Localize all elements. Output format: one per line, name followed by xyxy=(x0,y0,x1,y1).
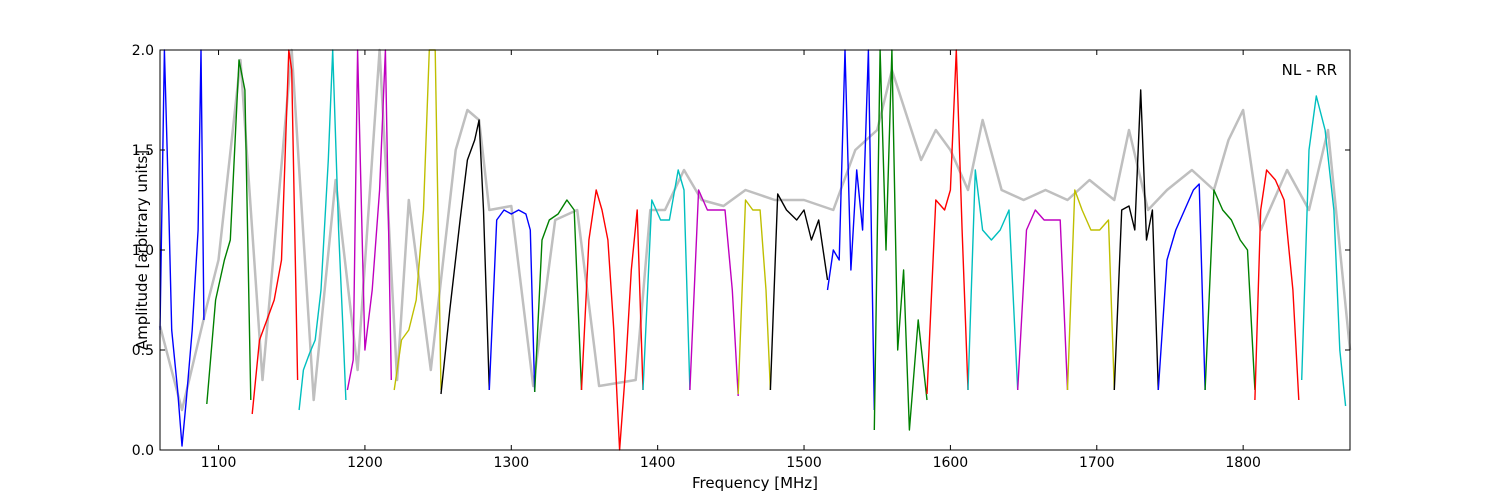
series-line-13 xyxy=(737,199,772,395)
x-tick-label: 1200 xyxy=(347,455,383,471)
series-line-5 xyxy=(346,49,392,391)
series-line-17 xyxy=(926,49,969,395)
y-tick-label: 0.0 xyxy=(132,443,154,459)
series-line-2 xyxy=(206,59,252,405)
series-line-25 xyxy=(1301,95,1347,407)
series-line-9 xyxy=(534,199,583,393)
series-line-21 xyxy=(1113,89,1159,391)
y-tick-label: 1.5 xyxy=(132,143,154,159)
x-tick-label: 1100 xyxy=(201,455,237,471)
series-line-19 xyxy=(1017,209,1069,391)
x-axis-label: Frequency [MHz] xyxy=(692,474,818,492)
series-line-14 xyxy=(769,193,829,391)
series-line-18 xyxy=(967,169,1019,391)
series-line-16 xyxy=(873,49,928,431)
data-layer xyxy=(158,48,1352,451)
x-tick-label: 1800 xyxy=(1225,455,1261,471)
series-line-3 xyxy=(251,49,299,415)
y-tick-label: 2.0 xyxy=(132,43,154,59)
y-tick-label: 0.5 xyxy=(132,343,154,359)
x-tick-label: 1700 xyxy=(1079,455,1115,471)
y-tick-label: 1.0 xyxy=(132,243,154,259)
series-line-8 xyxy=(488,209,536,393)
x-tick-label: 1600 xyxy=(933,455,969,471)
series-line-4 xyxy=(298,49,347,411)
series-line-12 xyxy=(689,189,739,397)
series-line-11 xyxy=(642,169,691,391)
series-line-1 xyxy=(159,49,205,447)
series-line-23 xyxy=(1204,189,1256,391)
series-line-10 xyxy=(580,189,644,451)
series-line-20 xyxy=(1066,189,1115,391)
y-axis-ticks: 0.0 0.5 1.0 1.5 2.0 xyxy=(132,43,1350,459)
series-line-15 xyxy=(826,49,875,411)
plot-background xyxy=(160,50,1350,450)
y-axis-label: Amplitude [arbitrary units] xyxy=(133,150,151,350)
x-tick-label: 1400 xyxy=(640,455,676,471)
background-trace-line xyxy=(158,48,1352,412)
x-tick-label: 1300 xyxy=(493,455,529,471)
series-line-7 xyxy=(440,119,490,395)
series-line-22 xyxy=(1157,183,1206,391)
x-tick-label: 1500 xyxy=(786,455,822,471)
x-axis-ticks: 1100 1200 1300 1400 1500 1600 1700 1800 xyxy=(201,50,1261,471)
chart-annotation: NL - RR xyxy=(1282,61,1337,79)
series-line-24 xyxy=(1254,169,1300,401)
